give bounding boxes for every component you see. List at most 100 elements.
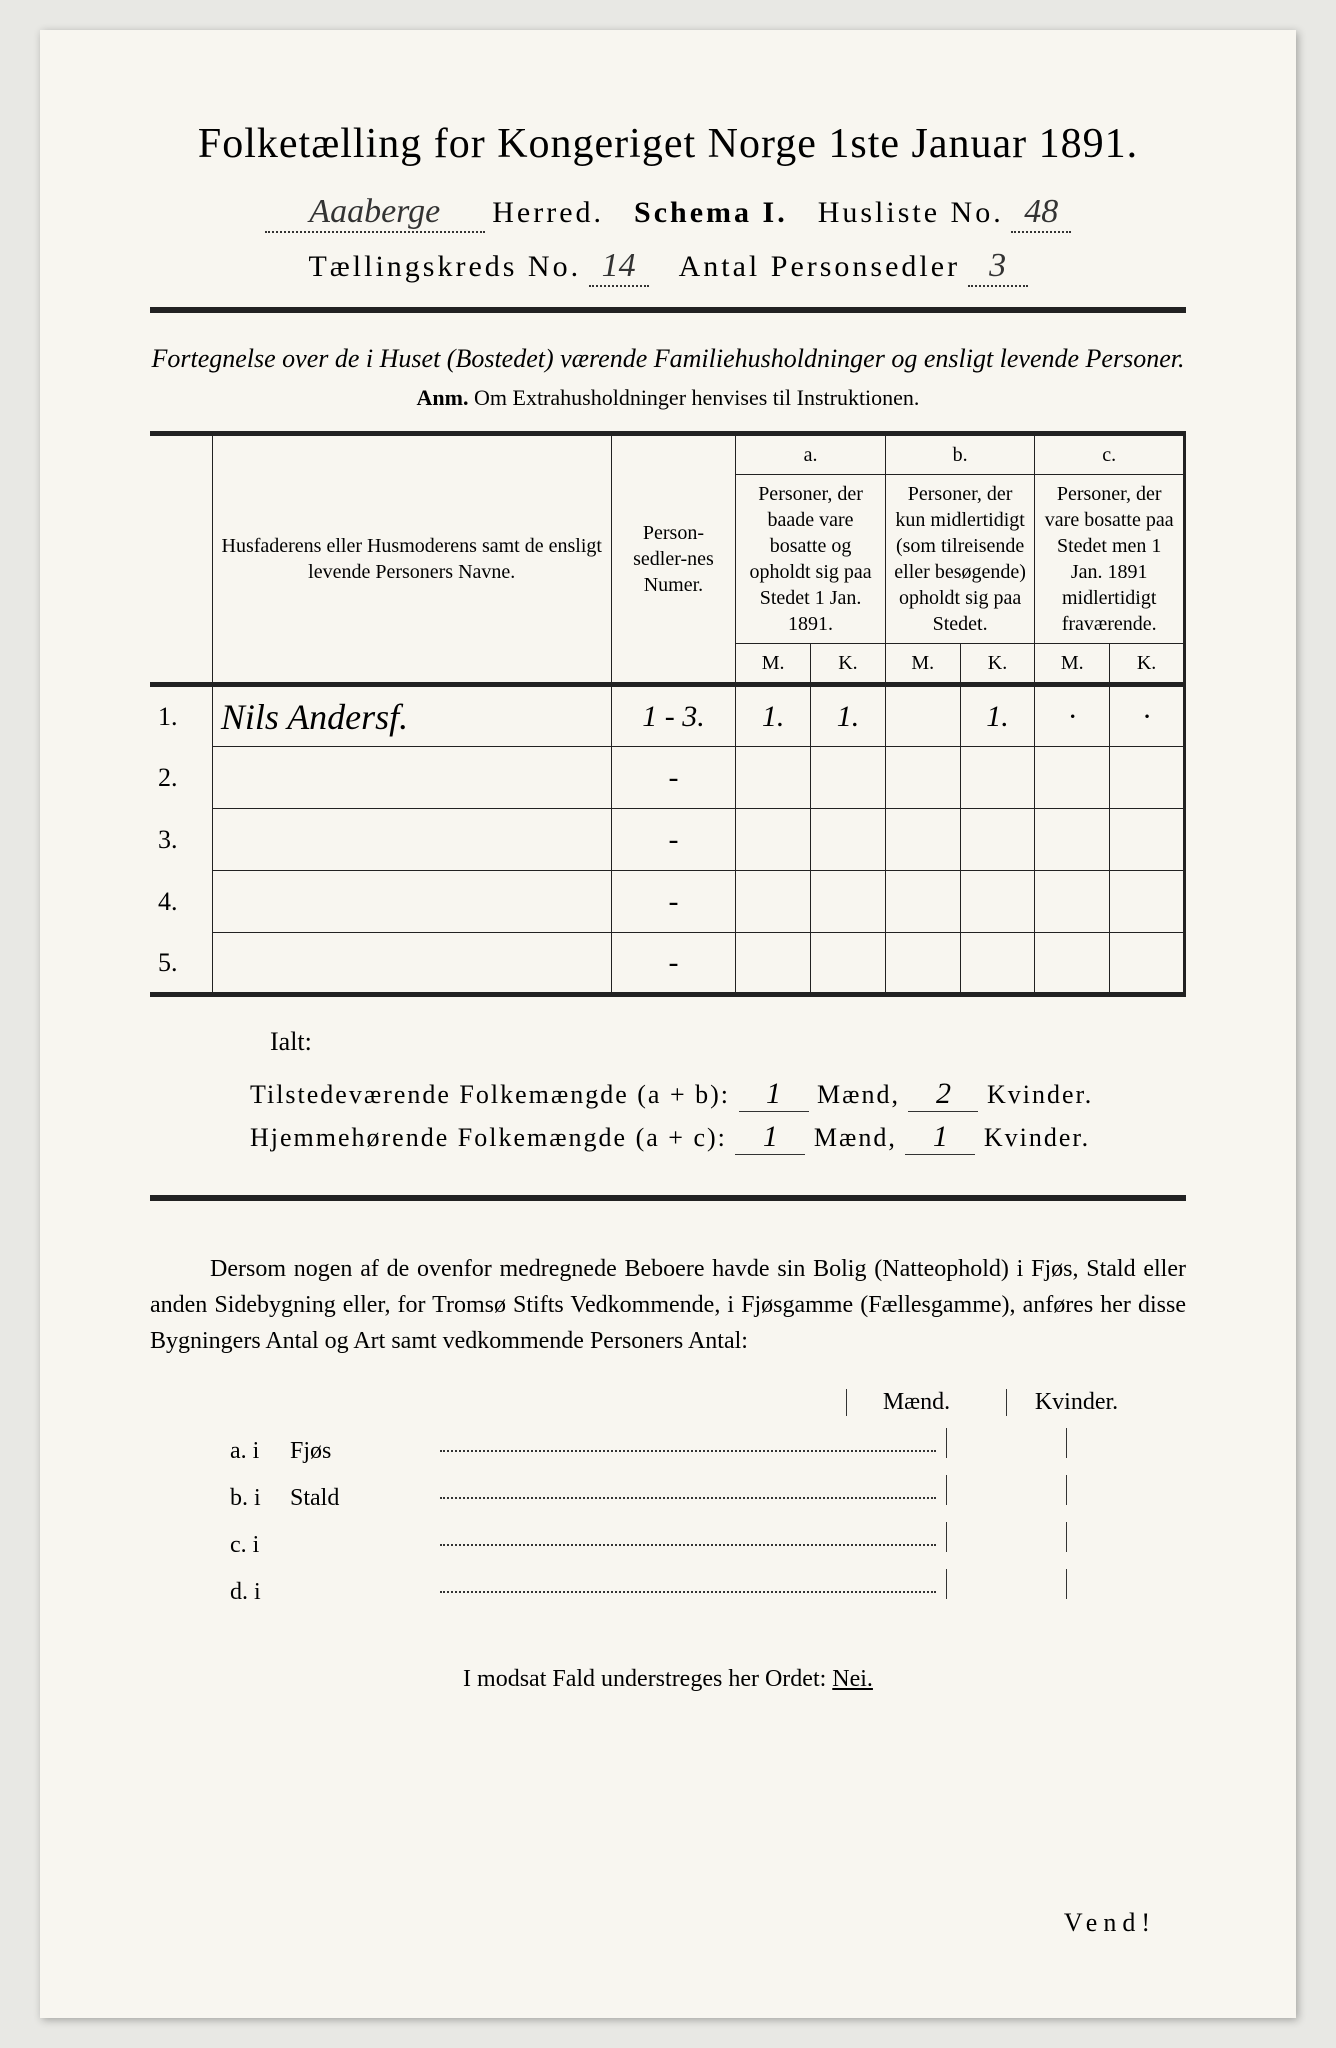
name-cell	[212, 809, 611, 871]
building-type: Fjøs	[290, 1438, 430, 1465]
divider-2	[150, 1195, 1186, 1201]
b-m-cell	[885, 933, 960, 995]
totals-line-1: Tilstedeværende Folkemængde (a + b): 1 M…	[250, 1077, 1186, 1112]
building-m-slot	[946, 1569, 1066, 1599]
c-k-cell	[1110, 747, 1185, 809]
c-k-cell	[1110, 933, 1185, 995]
totals-2-k: 1	[905, 1120, 975, 1155]
b-k-cell: 1.	[960, 685, 1035, 747]
c-k-cell	[1110, 871, 1185, 933]
a-k-cell	[811, 871, 886, 933]
b-k-cell	[960, 809, 1035, 871]
name-cell	[212, 933, 611, 995]
nei-line: I modsat Fald understreges her Ordet: Ne…	[150, 1666, 1186, 1693]
col-sedler: Person-sedler-nes Numer.	[611, 434, 736, 685]
sedler-cell: 1 - 3.	[611, 685, 736, 747]
kreds-value: 14	[589, 247, 649, 287]
building-row: c. i	[230, 1522, 1186, 1559]
mk-m: Mænd.	[846, 1389, 966, 1416]
building-label: b. i	[230, 1485, 290, 1512]
building-k-slot	[1066, 1475, 1186, 1505]
totals-2-label: Hjemmehørende Folkemængde (a + c):	[250, 1123, 727, 1152]
col-c-k: K.	[1110, 644, 1185, 685]
husliste-value: 48	[1011, 193, 1071, 233]
name-cell	[212, 747, 611, 809]
b-k-cell	[960, 871, 1035, 933]
col-c-text: Personer, der vare bosatte paa Stedet me…	[1035, 475, 1185, 644]
building-row: a. i Fjøs	[230, 1428, 1186, 1465]
a-k-cell: 1.	[811, 685, 886, 747]
c-m-cell	[1035, 933, 1110, 995]
sedler-cell: -	[611, 747, 736, 809]
col-b-m: M.	[885, 644, 960, 685]
dotted-line	[440, 1591, 936, 1593]
mk-header: Mænd. Kvinder.	[150, 1389, 1186, 1416]
building-type: Stald	[290, 1485, 430, 1512]
name-cell: Nils Andersf.	[212, 685, 611, 747]
a-m-cell	[736, 871, 811, 933]
dotted-line	[440, 1544, 936, 1546]
schema-label: Schema I.	[634, 196, 788, 229]
kreds-label: Tællingskreds No.	[308, 250, 581, 283]
row-num: 4.	[150, 871, 212, 933]
building-m-slot	[946, 1475, 1066, 1505]
building-k-slot	[1066, 1522, 1186, 1552]
a-m-cell	[736, 809, 811, 871]
c-m-cell	[1035, 871, 1110, 933]
nei-pre: I modsat Fald understreges her Ordet:	[463, 1666, 832, 1692]
b-k-cell	[960, 747, 1035, 809]
col-b-k: K.	[960, 644, 1035, 685]
building-row: d. i	[230, 1569, 1186, 1606]
building-row: b. i Stald	[230, 1475, 1186, 1512]
herred-label: Herred.	[492, 196, 604, 229]
col-a-letter: a.	[736, 434, 886, 475]
kvinder-label-2: Kvinder.	[984, 1123, 1090, 1152]
dotted-line	[440, 1450, 936, 1452]
a-k-cell	[811, 933, 886, 995]
maend-label-2: Mænd,	[814, 1123, 897, 1152]
b-m-cell	[885, 685, 960, 747]
building-m-slot	[946, 1522, 1066, 1552]
anm-label: Anm.	[417, 385, 469, 410]
b-m-cell	[885, 747, 960, 809]
row-num: 5.	[150, 933, 212, 995]
personsedler-label: Antal Personsedler	[679, 250, 960, 283]
husliste-label: Husliste No.	[818, 196, 1004, 229]
anm-text: Om Extrahusholdninger henvises til Instr…	[474, 385, 919, 410]
sedler-cell: -	[611, 871, 736, 933]
b-k-cell	[960, 933, 1035, 995]
totals-1-k: 2	[908, 1077, 978, 1112]
b-m-cell	[885, 809, 960, 871]
col-c-letter: c.	[1035, 434, 1185, 475]
building-label: c. i	[230, 1532, 290, 1559]
c-m-cell	[1035, 747, 1110, 809]
a-m-cell	[736, 747, 811, 809]
col-a-m: M.	[736, 644, 811, 685]
sedler-cell: -	[611, 933, 736, 995]
census-table: Husfaderens eller Husmoderens samt de en…	[150, 431, 1186, 997]
col-b-letter: b.	[885, 434, 1035, 475]
mk-k: Kvinder.	[1006, 1389, 1126, 1416]
a-k-cell	[811, 809, 886, 871]
totals-line-2: Hjemmehørende Folkemængde (a + c): 1 Mæn…	[250, 1120, 1186, 1155]
building-k-slot	[1066, 1569, 1186, 1599]
maend-label-1: Mænd,	[817, 1080, 900, 1109]
dotted-line	[440, 1497, 936, 1499]
c-k-cell: ·	[1110, 685, 1185, 747]
herred-value: Aaaberge	[265, 193, 485, 233]
building-label: d. i	[230, 1579, 290, 1606]
row-num: 2.	[150, 747, 212, 809]
kvinder-label-1: Kvinder.	[987, 1080, 1093, 1109]
col-b-text: Personer, der kun midlertidigt (som tilr…	[885, 475, 1035, 644]
b-m-cell	[885, 871, 960, 933]
divider-1	[150, 307, 1186, 313]
header-line-2: Tællingskreds No. 14 Antal Personsedler …	[150, 247, 1186, 287]
document-paper: Folketælling for Kongeriget Norge 1ste J…	[40, 30, 1296, 2018]
ialt-label: Ialt:	[270, 1027, 1186, 1057]
totals-2-m: 1	[735, 1120, 805, 1155]
building-k-slot	[1066, 1428, 1186, 1458]
col-a-text: Personer, der baade vare bosatte og opho…	[736, 475, 886, 644]
row-num: 1.	[150, 685, 212, 747]
a-m-cell: 1.	[736, 685, 811, 747]
annotation-line: Anm. Om Extrahusholdninger henvises til …	[150, 385, 1186, 411]
